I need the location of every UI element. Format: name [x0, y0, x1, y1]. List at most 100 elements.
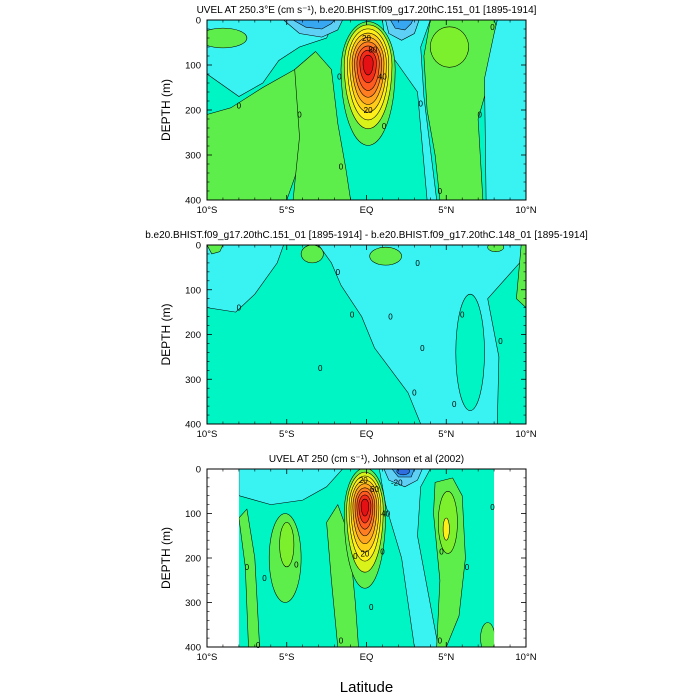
x-axis-title: Latitude [340, 679, 393, 696]
y-tick-label: 200 [185, 330, 201, 341]
contour-label: 20 [360, 550, 369, 559]
contour-label: 0 [439, 547, 444, 556]
x-tick-label: 10°N [515, 205, 536, 216]
x-tick-label: 10°N [515, 429, 536, 440]
y-tick-label: 0 [196, 241, 201, 252]
y-tick-label: 100 [185, 285, 201, 296]
panel-3-data [238, 469, 495, 647]
cyan-patch-sw [207, 245, 284, 313]
green-edge-ne [516, 245, 526, 308]
contour-label: 0 [412, 389, 417, 398]
y-tick-label: 400 [185, 196, 201, 207]
dark-blue-surface [396, 469, 410, 476]
contour-label: 0 [498, 337, 503, 346]
contour-label: 0 [420, 344, 425, 353]
x-tick-label: EQ [360, 205, 374, 216]
contour-label: 0 [380, 547, 385, 556]
green-corner-sw [207, 245, 224, 255]
contour-label: 0 [388, 313, 393, 322]
y-tick-label: 400 [185, 420, 201, 431]
panel-title-2: b.e20.BHIST.f09_g17.20thC.151_01 [1895-1… [145, 230, 588, 241]
contour-label: 0 [353, 552, 358, 561]
contour-label: 0 [490, 23, 495, 32]
contour-label: 0 [245, 563, 250, 572]
y-tick-label: 100 [185, 61, 201, 72]
x-tick-label: EQ [360, 652, 374, 663]
green-tongue-east [455, 293, 485, 411]
contour-label: 0 [294, 561, 299, 570]
bright-green-north [430, 26, 469, 68]
contour-label: 0 [369, 603, 374, 612]
contour-label: 20 [364, 106, 373, 115]
panel-2: b.e20.BHIST.f09_g17.20thC.151_01 [1895-1… [145, 230, 588, 440]
contour-label: 0 [350, 310, 355, 319]
x-tick-label: 5°N [438, 652, 454, 663]
panel-3: UVEL AT 250 (cm s⁻¹), Johnson et al (200… [159, 454, 537, 663]
contour-label: 0 [460, 310, 465, 319]
green-patch-ne [487, 245, 504, 252]
x-tick-label: 5°S [279, 429, 294, 440]
y-axis-label-1: DEPTH (m) [159, 79, 173, 141]
green-patch-ne [480, 622, 495, 647]
panel-2-fills [207, 245, 526, 424]
green-patch-eq [369, 246, 402, 266]
x-tick-label: 5°N [438, 205, 454, 216]
contour-label: 20 [362, 34, 371, 43]
contour-label: 0 [415, 259, 420, 268]
contour-label: 0 [478, 111, 483, 120]
x-tick-label: 5°S [279, 652, 294, 663]
contour-label: -20 [391, 478, 403, 487]
green-strip-far-south [238, 508, 260, 647]
contour-label: 0 [262, 574, 267, 583]
contour-label: 0 [465, 563, 470, 572]
contour-label: 0 [438, 636, 443, 645]
y-tick-label: 0 [196, 465, 201, 476]
blue-surface-n [390, 20, 414, 31]
y-tick-label: 300 [185, 375, 201, 386]
y-tick-label: 300 [185, 598, 201, 609]
cyan-mid-north [379, 469, 439, 647]
contour-label: 0 [452, 400, 457, 409]
blue-surface-s [292, 20, 335, 30]
contour-label: 0 [339, 162, 344, 171]
contour-label: 20 [359, 476, 368, 485]
y-tick-label: 300 [185, 151, 201, 162]
panel-title-3: UVEL AT 250 (cm s⁻¹), Johnson et al (200… [269, 454, 464, 465]
y-tick-label: 0 [196, 16, 201, 27]
y-tick-label: 400 [185, 643, 201, 654]
y-tick-label: 200 [185, 554, 201, 565]
x-tick-label: 5°N [438, 429, 454, 440]
contour-label: 0 [337, 72, 342, 81]
x-tick-label: 5°S [279, 205, 294, 216]
panel-title-1: UVEL AT 250.3°E (cm s⁻¹), b.e20.BHIST.f0… [197, 5, 537, 16]
contour-label: 0 [336, 268, 341, 277]
green-patch-sw [207, 27, 248, 49]
contour-label: 80 [368, 45, 377, 54]
contour-label: 0 [419, 99, 424, 108]
cyan-north-edge [484, 20, 526, 200]
x-tick-label: EQ [360, 429, 374, 440]
euc-ring-9 [362, 54, 374, 76]
y-tick-label: 200 [185, 106, 201, 117]
panel-1: UVEL AT 250.3°E (cm s⁻¹), b.e20.BHIST.f0… [159, 5, 537, 216]
x-tick-label: 10°N [515, 652, 536, 663]
x-tick-label: 10°S [197, 429, 218, 440]
contour-label: 0 [382, 122, 387, 131]
green-band-south-2 [292, 51, 351, 200]
contour-label: 0 [318, 364, 323, 373]
bright-green-south [279, 522, 295, 568]
y-tick-label: 100 [185, 509, 201, 520]
contour-label: 0 [297, 111, 302, 120]
panel-3-fills [238, 469, 495, 647]
x-tick-label: 10°S [197, 652, 218, 663]
y-axis-label-2: DEPTH (m) [159, 304, 173, 366]
y-axis-label-3: DEPTH (m) [159, 527, 173, 589]
contour-label: 0 [490, 503, 495, 512]
contour-label: 0 [256, 641, 261, 650]
contour-label: 40 [378, 72, 387, 81]
contour-label: 60 [370, 485, 379, 494]
contour-label: 40 [381, 510, 390, 519]
contour-label: 0 [438, 187, 443, 196]
yellow-patch-north [442, 517, 450, 541]
